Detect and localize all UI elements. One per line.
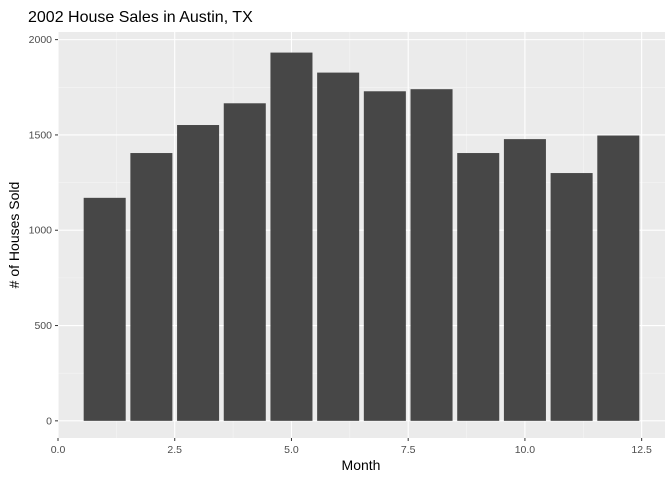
bar bbox=[177, 125, 220, 421]
x-tick-label: 2.5 bbox=[167, 444, 182, 456]
x-tick-label: 10.0 bbox=[515, 444, 536, 456]
bar bbox=[317, 72, 360, 421]
x-tick-label: 5.0 bbox=[284, 444, 299, 456]
bar bbox=[410, 89, 453, 421]
x-tick-label: 7.5 bbox=[401, 444, 416, 456]
x-axis: 0.0 2.5 5.0 7.5 10.0 12.5 bbox=[51, 438, 652, 456]
y-axis-label: # of Houses Sold bbox=[6, 182, 22, 289]
bars bbox=[83, 52, 640, 421]
bar bbox=[503, 139, 546, 421]
y-tick-label: 0 bbox=[46, 415, 52, 427]
bar bbox=[363, 91, 406, 421]
bar bbox=[83, 197, 126, 421]
bar bbox=[550, 173, 593, 421]
x-tick-label: 12.5 bbox=[631, 444, 652, 456]
bar bbox=[130, 153, 173, 421]
x-tick-label: 0.0 bbox=[51, 444, 66, 456]
y-tick-label: 500 bbox=[34, 320, 52, 332]
chart-title: 2002 House Sales in Austin, TX bbox=[28, 9, 253, 26]
bar bbox=[457, 153, 500, 421]
x-axis-label: Month bbox=[342, 457, 381, 473]
y-tick-label: 1500 bbox=[29, 129, 53, 141]
bar bbox=[223, 103, 266, 421]
y-axis: 0 500 1000 1500 2000 bbox=[29, 34, 58, 427]
bar bbox=[597, 135, 640, 421]
y-tick-label: 1000 bbox=[29, 225, 53, 237]
bar bbox=[270, 52, 313, 421]
y-tick-label: 2000 bbox=[29, 34, 53, 46]
